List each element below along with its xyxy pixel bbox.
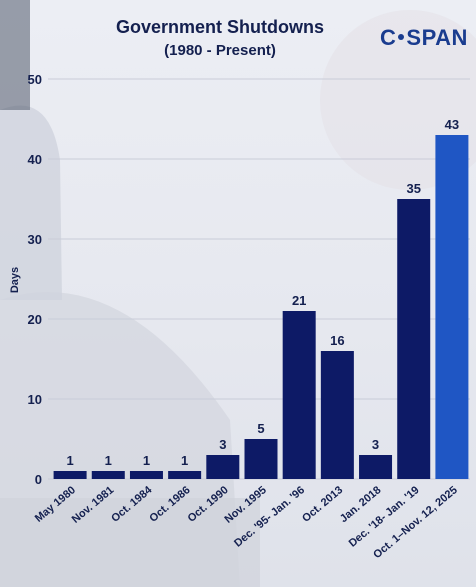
data-label: 43: [445, 117, 459, 132]
data-label: 21: [292, 293, 306, 308]
logo-dot-icon: [398, 34, 405, 41]
bar: [359, 455, 393, 479]
bar: [397, 199, 431, 479]
data-label: 1: [105, 453, 112, 468]
bar: [282, 311, 316, 479]
chart-title: Government Shutdowns: [115, 17, 324, 37]
data-label: 1: [143, 453, 150, 468]
y-tick-label: 20: [28, 312, 42, 327]
bars: [53, 135, 469, 479]
chart-subtitle: (1980 - Present): [164, 42, 276, 59]
x-tick-label: Dec. '95- Jan. '96: [232, 484, 307, 550]
y-tick-label: 40: [28, 152, 42, 167]
x-tick-label: Oct. 1986: [147, 484, 192, 525]
data-label: 3: [372, 437, 379, 452]
data-label: 1: [181, 453, 188, 468]
y-tick-label: 10: [28, 392, 42, 407]
data-label: 35: [406, 181, 420, 196]
logo-text-left: C: [380, 25, 397, 50]
bar: [129, 471, 163, 479]
bar: [91, 471, 125, 479]
y-tick-label: 30: [28, 232, 42, 247]
data-label: 3: [219, 437, 226, 452]
y-tick-label: 50: [28, 72, 42, 87]
logo-text-right: SPAN: [406, 25, 468, 50]
data-label: 5: [257, 421, 264, 436]
bar: [53, 471, 87, 479]
y-axis-label: Days: [9, 267, 21, 293]
data-label: 1: [66, 453, 73, 468]
x-tick-label: Oct. 2013: [300, 484, 345, 525]
bar: [320, 351, 354, 479]
bar: [435, 135, 469, 479]
data-label: 16: [330, 333, 344, 348]
bar: [244, 439, 278, 479]
bar: [206, 455, 240, 479]
cspan-logo: C SPAN: [380, 25, 468, 51]
y-axis-ticks: 0 10 20 30 40 50: [28, 72, 42, 487]
y-tick-label: 0: [35, 472, 42, 487]
bar: [168, 471, 202, 479]
x-tick-label: Oct. 1984: [109, 484, 155, 525]
x-tick-label: Nov. 1981: [70, 484, 116, 526]
